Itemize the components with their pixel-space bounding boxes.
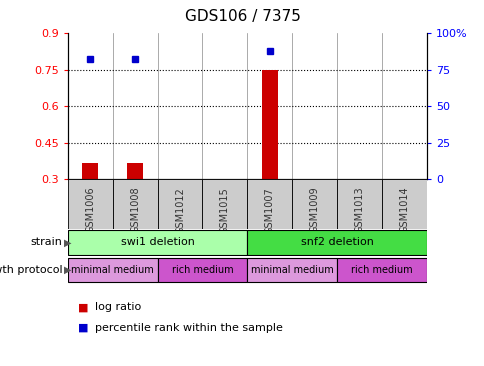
Text: snf2 deletion: snf2 deletion xyxy=(300,238,373,247)
Text: GDS106 / 7375: GDS106 / 7375 xyxy=(184,9,300,24)
Bar xyxy=(157,179,202,229)
Text: ■: ■ xyxy=(77,302,88,313)
Bar xyxy=(336,179,381,229)
Text: rich medium: rich medium xyxy=(171,265,233,275)
Text: GSM1013: GSM1013 xyxy=(354,187,364,234)
Text: GSM1008: GSM1008 xyxy=(130,187,140,234)
Bar xyxy=(336,258,426,282)
Text: swi1 deletion: swi1 deletion xyxy=(121,238,194,247)
Text: GSM1012: GSM1012 xyxy=(175,187,185,234)
Text: GSM1009: GSM1009 xyxy=(309,187,319,234)
Bar xyxy=(247,258,336,282)
Text: minimal medium: minimal medium xyxy=(71,265,154,275)
Bar xyxy=(68,258,157,282)
Bar xyxy=(261,70,277,179)
Text: strain: strain xyxy=(30,238,62,247)
Text: rich medium: rich medium xyxy=(350,265,412,275)
Text: ▶: ▶ xyxy=(63,238,71,247)
Bar xyxy=(68,230,247,255)
Bar xyxy=(82,164,98,179)
Text: GSM1015: GSM1015 xyxy=(219,187,229,234)
Text: percentile rank within the sample: percentile rank within the sample xyxy=(94,322,282,333)
Text: ■: ■ xyxy=(77,322,88,333)
Bar xyxy=(112,179,157,229)
Bar xyxy=(247,230,426,255)
Bar xyxy=(381,179,426,229)
Bar xyxy=(202,179,247,229)
Bar xyxy=(291,179,336,229)
Text: log ratio: log ratio xyxy=(94,302,140,313)
Text: GSM1006: GSM1006 xyxy=(85,187,95,234)
Text: GSM1014: GSM1014 xyxy=(398,187,408,234)
Bar xyxy=(247,179,291,229)
Text: GSM1007: GSM1007 xyxy=(264,187,274,234)
Bar xyxy=(157,258,247,282)
Text: growth protocol: growth protocol xyxy=(0,265,62,275)
Text: ▶: ▶ xyxy=(63,265,71,275)
Bar xyxy=(127,164,143,179)
Bar xyxy=(68,179,112,229)
Text: minimal medium: minimal medium xyxy=(250,265,333,275)
